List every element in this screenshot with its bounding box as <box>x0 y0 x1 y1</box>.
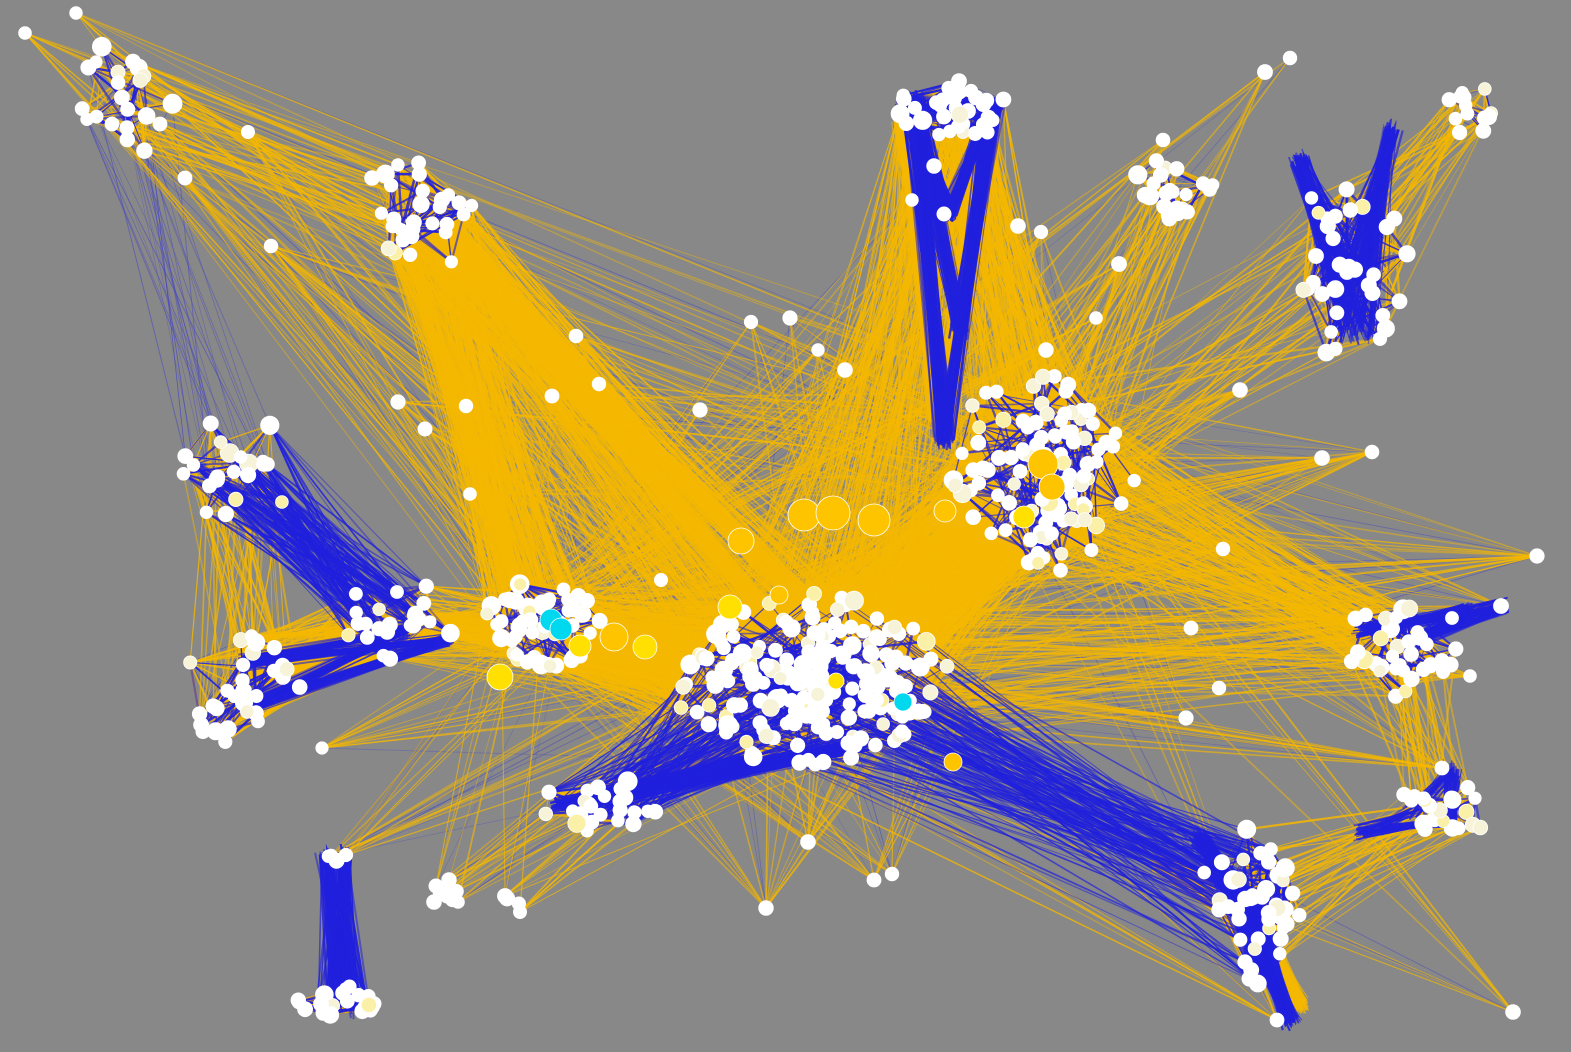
graph-edge <box>81 108 212 424</box>
graph-edge <box>909 712 1443 769</box>
graph-edge <box>146 115 241 458</box>
graph-edge <box>96 116 283 503</box>
graph-edge <box>126 127 217 480</box>
graph-edge <box>958 80 1004 100</box>
graph-edge <box>87 67 186 457</box>
graph-edge <box>96 116 235 472</box>
graph-edge <box>81 108 235 472</box>
graph-edge <box>144 150 264 462</box>
graph-edge <box>117 82 207 513</box>
